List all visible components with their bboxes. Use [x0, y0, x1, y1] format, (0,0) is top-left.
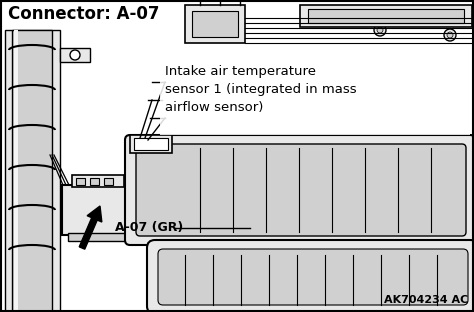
- Bar: [72, 175, 124, 187]
- Bar: [130, 135, 172, 153]
- FancyBboxPatch shape: [136, 144, 466, 236]
- Circle shape: [417, 17, 423, 23]
- Bar: [12, 30, 52, 312]
- Bar: [14, 30, 18, 312]
- Text: AK704234 AC: AK704234 AC: [384, 295, 468, 305]
- Circle shape: [374, 24, 386, 36]
- FancyArrow shape: [79, 206, 102, 249]
- FancyBboxPatch shape: [147, 240, 474, 312]
- Bar: [192, 11, 238, 37]
- Bar: [5, 30, 60, 312]
- Bar: [76, 178, 85, 185]
- Text: A-07 (GR): A-07 (GR): [115, 222, 183, 235]
- Circle shape: [444, 29, 456, 41]
- Bar: [62, 185, 134, 235]
- Bar: [0, 0, 175, 28]
- Circle shape: [70, 50, 80, 60]
- Circle shape: [447, 32, 453, 38]
- Bar: [134, 138, 168, 150]
- Bar: [185, 5, 245, 43]
- Bar: [160, 50, 470, 135]
- FancyBboxPatch shape: [125, 135, 474, 245]
- Bar: [104, 178, 113, 185]
- Bar: [60, 48, 90, 62]
- Text: Intake air temperature
sensor 1 (integrated in mass
airflow sensor): Intake air temperature sensor 1 (integra…: [165, 65, 356, 114]
- FancyBboxPatch shape: [158, 249, 468, 305]
- Bar: [300, 5, 472, 27]
- Text: Connector: A-07: Connector: A-07: [8, 5, 159, 23]
- Circle shape: [414, 14, 426, 26]
- Bar: [68, 233, 128, 241]
- Bar: [308, 9, 464, 23]
- Bar: [90, 178, 99, 185]
- Circle shape: [377, 27, 383, 33]
